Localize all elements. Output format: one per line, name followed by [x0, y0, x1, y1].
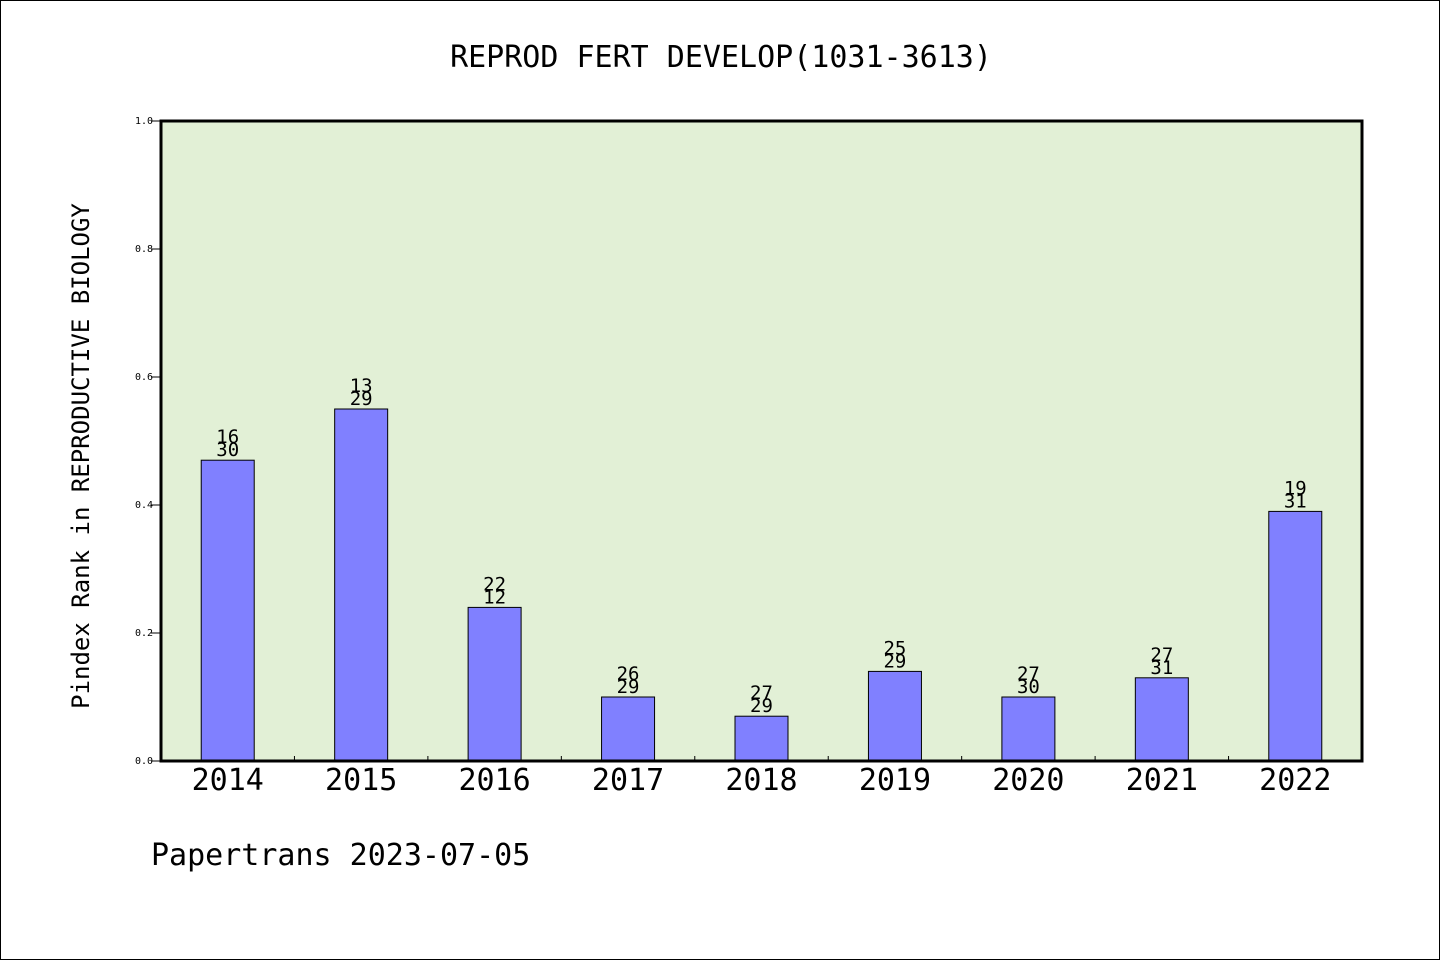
y-axis-label: Pindex Rank in REPRODUCTIVE BIOLOGY: [67, 203, 95, 709]
chart-title: REPROD FERT DEVELOP(1031-3613): [450, 40, 992, 75]
bar-label-bottom: 29: [617, 676, 640, 698]
y-tick-label: 0.0: [135, 756, 153, 767]
x-tick-label: 2020: [992, 763, 1064, 798]
y-tick-label: 0.2: [135, 628, 153, 639]
y-tick-label: 0.8: [135, 244, 153, 255]
bar-label-top: 13: [350, 375, 373, 397]
bar-2022: [1268, 510, 1323, 762]
y-axis: 0.0 0.2 0.4 0.6 0.8 1.0: [135, 116, 161, 767]
bar-label-bottom: 30: [1017, 676, 1040, 698]
y-tick-label: 0.6: [135, 372, 153, 383]
y-tick-label: 1.0: [135, 116, 153, 127]
bar-label-bottom: 31: [1284, 490, 1307, 512]
bar-label-bottom: 31: [1150, 657, 1173, 679]
bar-2017: [601, 696, 656, 762]
bar-2020: [1001, 696, 1056, 762]
bar-series: [200, 408, 1323, 762]
bar-label-top: 27: [1017, 663, 1040, 685]
footer-credit: Papertrans 2023-07-05: [151, 838, 530, 873]
bar-label-top: 22: [483, 573, 506, 595]
x-tick-label: 2018: [725, 763, 797, 798]
bar-label-top: 27: [750, 682, 773, 704]
bar-2016: [467, 606, 522, 762]
plot-border: [159, 119, 1364, 763]
bar-2014: [200, 459, 255, 762]
x-tick-label: 2021: [1126, 763, 1198, 798]
x-tick-label: 2016: [458, 763, 530, 798]
bar-label-bottom: 12: [483, 586, 506, 608]
x-tick-label: 2017: [592, 763, 664, 798]
bar-label-bottom: 29: [350, 388, 373, 410]
x-axis: 2014 2015 2016 2017 2018 2019 2020 2021 2022: [192, 756, 1331, 798]
bar-2021: [1134, 677, 1189, 762]
x-tick-label: 2019: [859, 763, 931, 798]
bar-2015: [334, 408, 389, 762]
bar-label-top: 26: [617, 663, 640, 685]
bar-label-bottom: 30: [216, 439, 239, 461]
bar-label-top: 25: [883, 637, 906, 659]
bar-label-bottom: 29: [750, 695, 773, 717]
bar-2018: [734, 715, 789, 762]
bar-label-top: 19: [1284, 477, 1307, 499]
x-tick-label: 2015: [325, 763, 397, 798]
bar-label-bottom: 29: [883, 650, 906, 672]
x-tick-label: 2022: [1259, 763, 1331, 798]
x-tick-label: 2014: [192, 763, 264, 798]
y-tick-label: 0.4: [135, 500, 153, 511]
bar-label-top: 27: [1150, 644, 1173, 666]
bar-2019: [867, 670, 922, 762]
bar-label-top: 16: [216, 426, 239, 448]
